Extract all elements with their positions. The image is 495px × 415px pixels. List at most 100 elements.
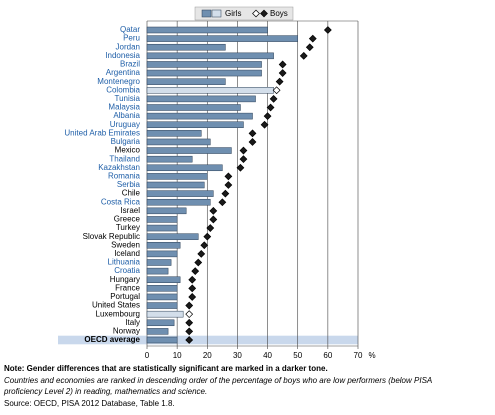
diamond-marker — [275, 77, 284, 86]
x-tick-label: 70 — [354, 351, 363, 360]
bar — [146, 267, 169, 275]
bar — [146, 198, 211, 206]
diamond-marker — [278, 69, 287, 77]
category-label: OECD average — [84, 335, 140, 344]
legend-label: Girls — [225, 9, 241, 18]
bar — [146, 61, 262, 68]
diamond-marker — [185, 318, 194, 327]
category-label: Sweden — [111, 240, 140, 249]
bar — [146, 52, 274, 60]
bar — [146, 259, 172, 266]
category-label: Costa Rica — [101, 197, 141, 206]
bar — [146, 181, 205, 189]
bar — [146, 250, 178, 258]
diamond-marker — [203, 232, 212, 241]
diamond-marker — [239, 146, 248, 155]
diamond-marker — [239, 155, 248, 164]
category-label: Chile — [122, 189, 141, 198]
category-label: Lithuania — [108, 258, 141, 267]
bar — [146, 164, 223, 172]
category-label: Argentina — [106, 68, 141, 77]
bar — [146, 26, 268, 34]
category-label: Thailand — [109, 154, 140, 163]
diamond-marker — [221, 189, 230, 198]
diamond-marker — [188, 275, 197, 284]
bar — [146, 328, 169, 335]
diamond-marker — [260, 120, 269, 129]
category-label: Romania — [108, 171, 141, 180]
note: Countries and economies are ranked in de… — [4, 376, 432, 385]
diamond-marker — [218, 198, 227, 207]
legend-marker — [252, 9, 260, 18]
bar — [146, 190, 214, 197]
x-unit: % — [368, 351, 375, 360]
category-label: Uruguay — [110, 120, 140, 129]
bar — [146, 104, 241, 111]
x-tick-label: 40 — [263, 351, 272, 360]
bar — [146, 112, 253, 120]
category-label: Colombia — [106, 85, 140, 94]
highlight-band — [58, 335, 358, 345]
bar — [146, 302, 178, 309]
diamond-marker — [185, 327, 194, 336]
category-label: United Arab Emirates — [64, 128, 140, 137]
category-label: United States — [92, 301, 140, 310]
diamond-marker — [236, 163, 245, 172]
x-tick-label: 10 — [173, 351, 182, 360]
bar — [146, 95, 256, 103]
diamond-marker — [185, 301, 194, 310]
diamond-marker — [194, 258, 203, 267]
category-label: Hungary — [110, 275, 140, 284]
diamond-marker — [299, 51, 308, 60]
source: Source: OECD, PISA 2012 Database, Table … — [4, 399, 175, 408]
note: Note: Gender differences that are statis… — [4, 364, 328, 373]
category-label: Portugal — [110, 292, 140, 301]
bar — [146, 293, 178, 301]
category-label: Italy — [125, 318, 140, 327]
bar — [146, 285, 178, 292]
diamond-marker — [191, 267, 200, 276]
diamond-marker — [266, 103, 275, 112]
category-label: Jordan — [116, 42, 140, 51]
category-label: Greece — [114, 215, 141, 224]
bar — [146, 121, 244, 128]
diamond-marker — [272, 86, 281, 95]
category-label: Slovak Republic — [83, 232, 140, 241]
diamond-marker — [209, 206, 218, 215]
category-label: Peru — [123, 34, 140, 43]
diamond-marker — [200, 241, 209, 250]
x-tick-label: 0 — [145, 351, 150, 360]
bar — [146, 138, 211, 146]
category-label: Turkey — [116, 223, 140, 232]
diamond-marker — [188, 293, 197, 301]
diamond-marker — [278, 60, 287, 69]
category-label: Albania — [113, 111, 140, 120]
category-label: Brazil — [120, 60, 140, 69]
diamond-marker — [248, 129, 257, 138]
diamond-marker — [185, 310, 194, 319]
category-label: Tunisia — [115, 94, 141, 103]
bar — [146, 35, 298, 42]
x-tick-label: 50 — [293, 351, 302, 360]
bar — [146, 173, 208, 180]
diamond-marker — [224, 172, 233, 181]
bar — [146, 207, 187, 215]
bar — [146, 43, 226, 51]
category-label: Malaysia — [108, 103, 140, 112]
category-label: France — [115, 283, 140, 292]
bar — [146, 242, 181, 249]
category-label: Serbia — [117, 180, 141, 189]
bar — [146, 310, 184, 318]
bar — [146, 216, 178, 223]
legend-swatch — [211, 9, 222, 18]
diamond-marker — [248, 138, 257, 146]
bar — [146, 336, 178, 344]
category-label: Israel — [120, 206, 140, 215]
bar — [146, 87, 274, 94]
category-label: Montenegro — [97, 77, 140, 86]
bar — [146, 233, 199, 240]
diamond-marker — [185, 336, 194, 344]
diamond-marker — [209, 215, 218, 224]
category-label: Norway — [113, 326, 140, 335]
